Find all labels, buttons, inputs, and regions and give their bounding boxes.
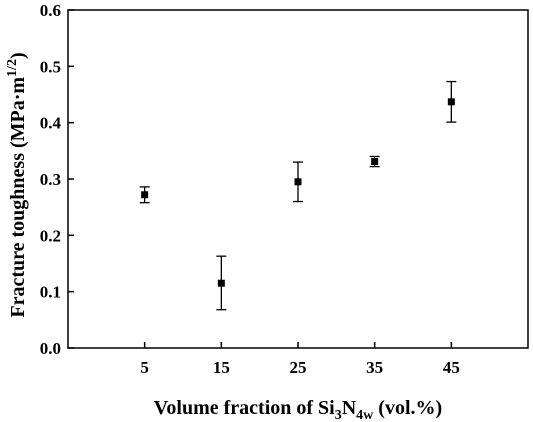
x-axis-title: Volume fraction of Si3N4w (vol.%) <box>154 397 442 422</box>
data-point-marker <box>141 191 149 199</box>
data-point-marker <box>447 98 455 106</box>
x-tick-label: 35 <box>366 358 383 377</box>
y-axis-title-close: ) <box>7 52 29 59</box>
x-axis-title-mid: N <box>342 397 357 419</box>
x-tick-label: 5 <box>140 358 149 377</box>
x-axis-title-sub-1: 3 <box>335 408 342 422</box>
x-axis-title-prefix: Volume fraction of Si <box>154 397 335 419</box>
x-tick-label: 25 <box>290 358 307 377</box>
y-axis-title: Fracture toughness (MPa·m1/2) <box>5 52 29 317</box>
x-tick-label: 45 <box>443 358 460 377</box>
data-point-marker <box>217 279 225 287</box>
x-axis-ticks: 5 15 25 35 45 <box>140 342 460 377</box>
y-axis-title-main: Fracture toughness (MPa·m <box>7 77 29 318</box>
x-tick-label: 15 <box>213 358 230 377</box>
y-axis-title-sup: 1/2 <box>5 59 20 77</box>
y-tick-label: 0.0 <box>40 339 61 358</box>
y-tick-label: 0.2 <box>40 226 61 245</box>
x-axis-title-sub-2: 4w <box>356 408 374 422</box>
data-points <box>139 80 457 311</box>
y-tick-label: 0.1 <box>40 283 61 302</box>
y-tick-label: 0.6 <box>40 1 61 20</box>
data-point-marker <box>294 178 302 186</box>
y-axis-ticks: 0.0 0.1 0.2 0.3 0.4 0.5 0.6 <box>40 1 74 358</box>
data-point-marker <box>371 158 379 166</box>
y-tick-label: 0.3 <box>40 170 61 189</box>
y-tick-label: 0.4 <box>40 114 62 133</box>
x-axis-title-suffix: (vol.%) <box>373 397 442 419</box>
y-tick-label: 0.5 <box>40 57 61 76</box>
